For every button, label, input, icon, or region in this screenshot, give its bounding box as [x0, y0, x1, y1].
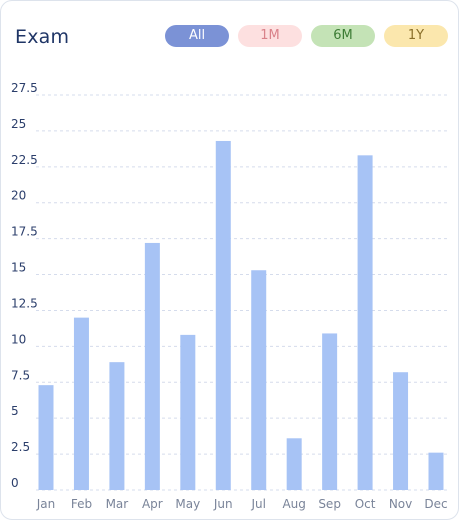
filter-6m-button[interactable]: 6M — [311, 25, 375, 47]
bar-jan[interactable] — [38, 385, 54, 490]
x-tick-label: Aug — [282, 497, 305, 511]
y-tick-label: 27.5 — [11, 81, 38, 95]
filter-1m-button[interactable]: 1M — [238, 25, 302, 47]
filter-all-button[interactable]: All — [165, 25, 229, 47]
y-tick-label: 0 — [11, 476, 19, 490]
x-tick-label: Jan — [36, 497, 56, 511]
y-tick-label: 20 — [11, 189, 26, 203]
bar-nov[interactable] — [393, 372, 409, 490]
y-tick-label: 5 — [11, 404, 19, 418]
y-tick-label: 2.5 — [11, 440, 30, 454]
time-filter-group: All 1M 6M 1Y — [1, 25, 458, 49]
x-tick-label: Mar — [106, 497, 129, 511]
x-tick-label: Jul — [250, 497, 265, 511]
bar-jul[interactable] — [251, 270, 267, 490]
bar-sep[interactable] — [322, 333, 338, 490]
bar-may[interactable] — [180, 334, 196, 490]
x-tick-label: Nov — [389, 497, 412, 511]
x-tick-label: Dec — [424, 497, 447, 511]
bar-oct[interactable] — [357, 155, 373, 490]
y-tick-label: 17.5 — [11, 225, 38, 239]
y-tick-label: 25 — [11, 117, 26, 131]
bar-jun[interactable] — [215, 140, 231, 491]
bar-feb[interactable] — [73, 317, 89, 490]
y-tick-label: 12.5 — [11, 296, 38, 310]
chart-title: Exam — [15, 26, 70, 48]
y-tick-label: 15 — [11, 261, 26, 275]
bar-dec[interactable] — [428, 452, 444, 490]
x-tick-label: Jun — [213, 497, 233, 511]
x-tick-label: May — [175, 497, 200, 511]
x-tick-label: Feb — [71, 497, 92, 511]
x-tick-label: Apr — [142, 497, 163, 511]
bar-mar[interactable] — [109, 362, 125, 490]
bar-aug[interactable] — [286, 438, 302, 490]
bar-apr[interactable] — [144, 242, 160, 490]
x-tick-label: Sep — [318, 497, 341, 511]
x-tick-label: Oct — [355, 497, 376, 511]
y-tick-label: 7.5 — [11, 368, 30, 382]
y-tick-label: 22.5 — [11, 153, 38, 167]
filter-1y-button[interactable]: 1Y — [384, 25, 448, 47]
y-tick-label: 10 — [11, 332, 26, 346]
